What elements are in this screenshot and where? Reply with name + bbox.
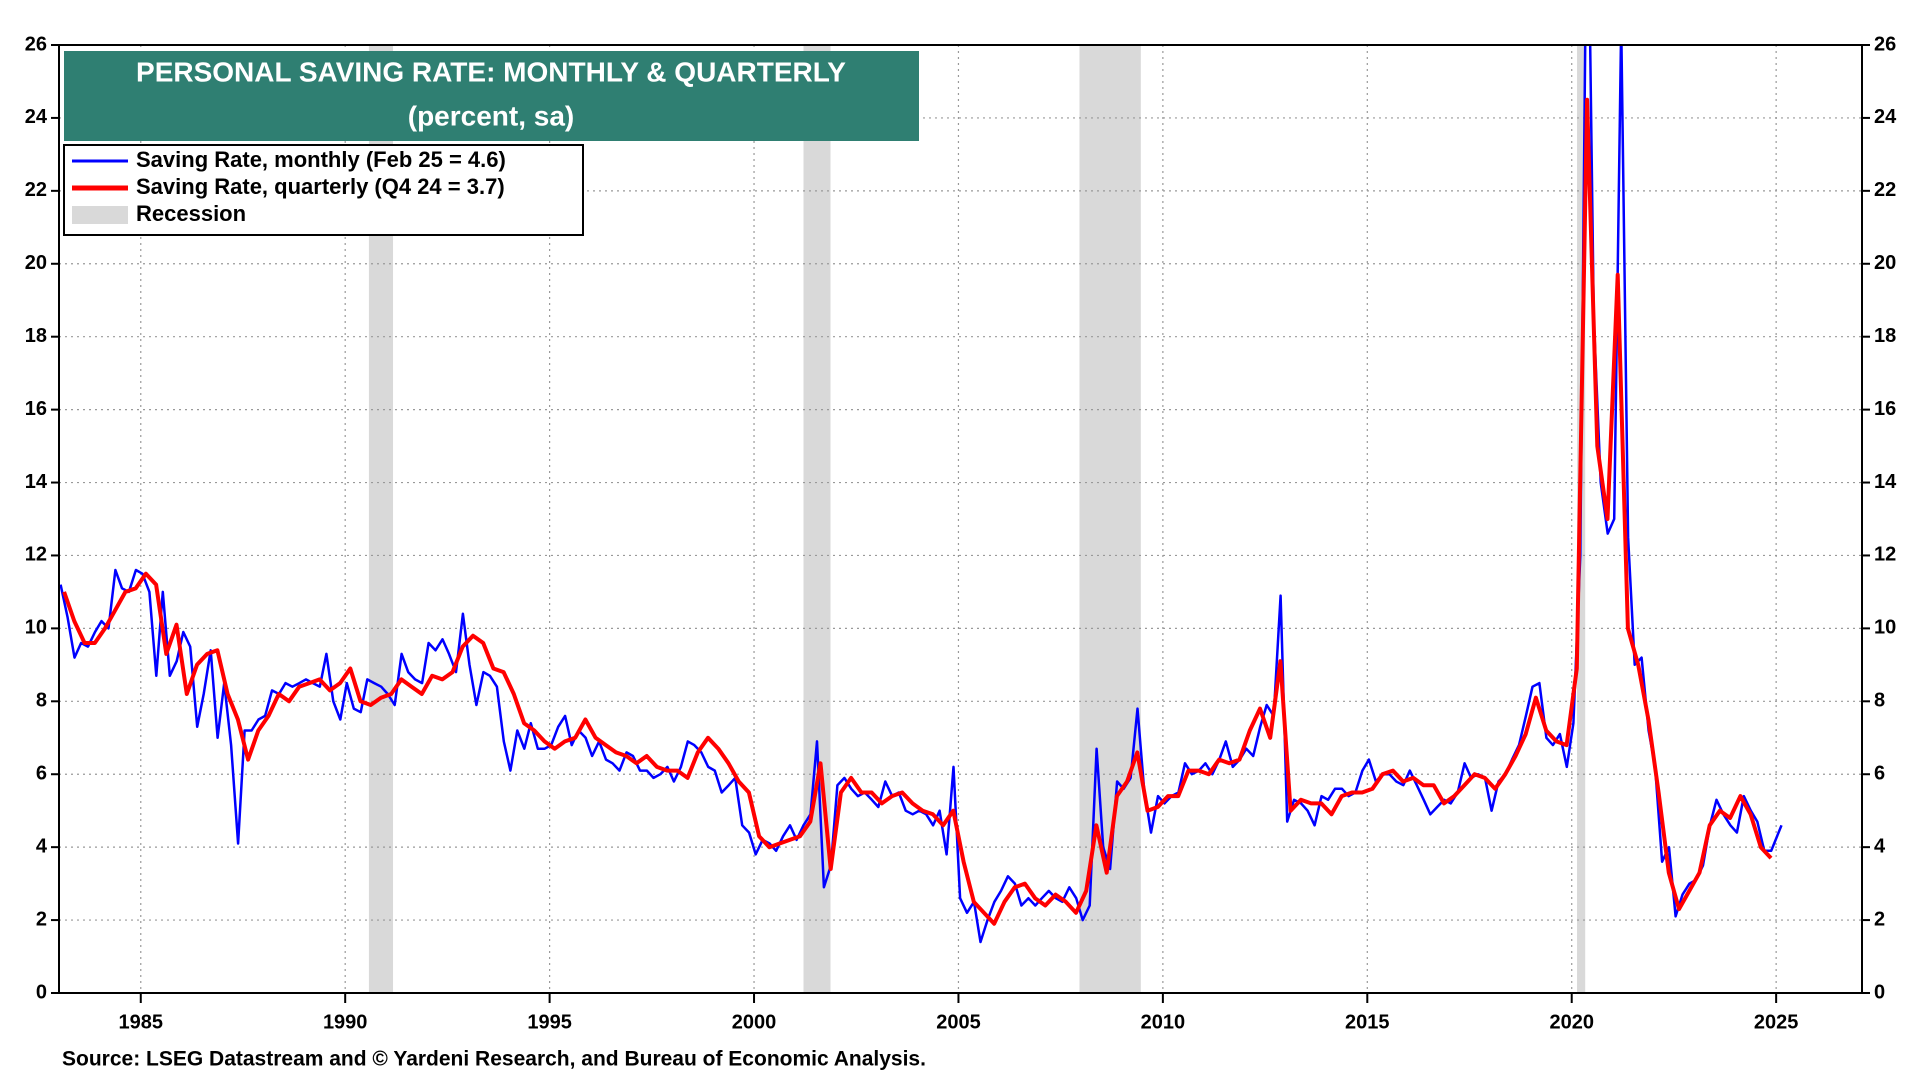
y2-tick-label: 0: [1874, 981, 1885, 1003]
y-tick-label: 20: [25, 252, 47, 274]
y-tick-label: 0: [36, 981, 47, 1003]
y-tick-label: 24: [25, 106, 48, 128]
x-tick-label: 1985: [119, 1011, 164, 1033]
x-tick-label: 1990: [323, 1011, 368, 1033]
y2-tick-label: 6: [1874, 763, 1885, 785]
y2-tick-label: 18: [1874, 325, 1896, 347]
y-tick-label: 6: [36, 763, 47, 785]
x-tick-label: 2020: [1549, 1011, 1594, 1033]
y-tick-label: 2: [36, 908, 47, 930]
y-tick-label: 26: [25, 33, 47, 55]
plot-frame: [58, 44, 1863, 994]
legend-box: [63, 144, 584, 236]
y2-tick-label: 8: [1874, 690, 1885, 712]
y2-tick-label: 16: [1874, 398, 1896, 420]
y2-tick-label: 24: [1874, 106, 1897, 128]
y-tick-label: 18: [25, 325, 47, 347]
y2-tick-label: 26: [1874, 33, 1896, 55]
legend-label: Recession: [136, 201, 246, 226]
legend-swatch: [72, 206, 128, 224]
x-tick-label: 2010: [1141, 1011, 1186, 1033]
series-line: [62, 97, 1773, 926]
lines: [59, 45, 1783, 944]
x-tick-label: 1995: [527, 1011, 572, 1033]
legend-label: Saving Rate, quarterly (Q4 24 = 3.7): [136, 174, 505, 199]
y-tick-label: 4: [36, 835, 48, 857]
y-tick-label: 22: [25, 179, 47, 201]
chart-title: PERSONAL SAVING RATE: MONTHLY & QUARTERL…: [136, 56, 846, 87]
y2-tick-label: 20: [1874, 252, 1896, 274]
y2-tick-label: 4: [1874, 835, 1886, 857]
x-tick-label: 2025: [1754, 1011, 1799, 1033]
legend: Saving Rate, monthly (Feb 25 = 4.6)Savin…: [63, 144, 584, 236]
y-tick-label: 14: [25, 471, 48, 493]
y2-tick-label: 22: [1874, 179, 1896, 201]
y-tick-label: 8: [36, 690, 47, 712]
title-box: [64, 51, 919, 141]
series-line: [59, 45, 1783, 944]
y2-tick-label: 12: [1874, 544, 1896, 566]
y-tick-label: 12: [25, 544, 47, 566]
recession-band: [803, 45, 831, 993]
chart-subtitle: (percent, sa): [408, 100, 575, 131]
x-tick-label: 2015: [1345, 1011, 1390, 1033]
x-tick-label: 2005: [936, 1011, 981, 1033]
x-tick-label: 2000: [732, 1011, 777, 1033]
y2-tick-label: 14: [1874, 471, 1897, 493]
y-tick-label: 10: [25, 617, 47, 639]
source-note: Source: LSEG Datastream and © Yardeni Re…: [62, 1048, 926, 1071]
y2-tick-label: 2: [1874, 908, 1885, 930]
y-tick-label: 16: [25, 398, 47, 420]
legend-label: Saving Rate, monthly (Feb 25 = 4.6): [136, 147, 506, 172]
y2-tick-label: 10: [1874, 617, 1896, 639]
